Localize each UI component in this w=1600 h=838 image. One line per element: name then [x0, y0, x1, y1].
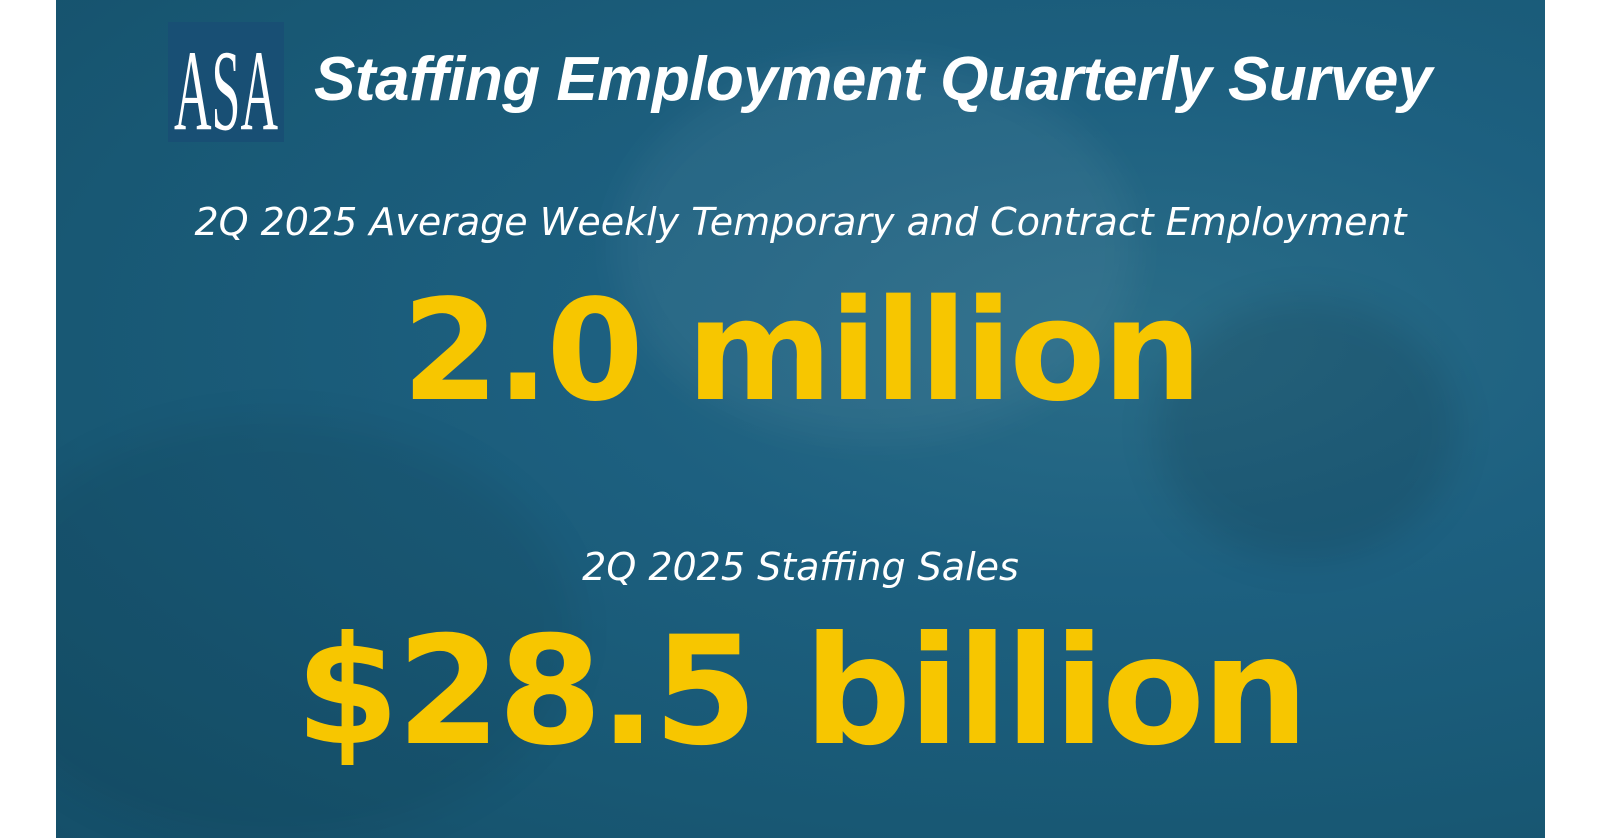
- stat-value: $28.5 billion: [295, 605, 1309, 779]
- background-shape: [56, 420, 576, 838]
- logo-mark: ASA: [174, 27, 278, 142]
- stat-label: 2Q 2025 Average Weekly Temporary and Con…: [194, 200, 1407, 244]
- title: Staffing Employment Quarterly Survey: [314, 45, 1432, 114]
- stat-label: 2Q 2025 Staffing Sales: [582, 545, 1019, 589]
- background-shape: [616, 60, 1136, 440]
- logo: ASA: [168, 22, 284, 142]
- banner: ASA Staffing Employment Quarterly Survey…: [56, 0, 1545, 838]
- logo-text: ASA: [174, 27, 278, 142]
- background-shape: [1156, 300, 1456, 560]
- stat-value: 2.0 million: [401, 270, 1202, 433]
